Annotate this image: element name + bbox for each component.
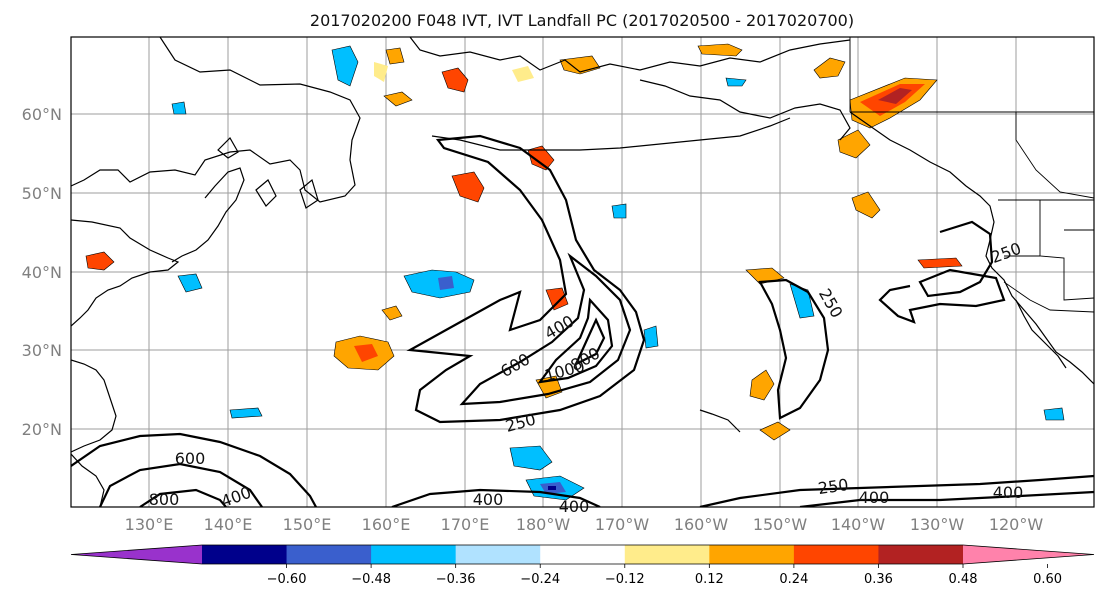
lat-label: 40°N [22,263,62,282]
lat-label: 30°N [22,341,62,360]
colorbar-tick-label: −0.60 [267,572,307,587]
map-frame [70,36,1095,508]
lat-label: 50°N [22,184,62,203]
contour-label: 400 [473,490,504,509]
map-title: 2017020200 F048 IVT, IVT Landfall PC (20… [310,11,854,30]
colorbar-segment [202,545,288,564]
contour-label: 400 [993,483,1024,502]
pc-shading [85,43,1065,501]
lon-label: 170°E [441,515,490,534]
colorbar-segment [624,545,710,564]
lon-label: 160°W [674,515,729,534]
lat-label: 20°N [22,420,62,439]
contour-label: 600 [175,449,206,468]
lon-axis: 130°E 140°E 150°E 160°E 170°E 180°W 170°… [125,515,1044,534]
colorbar-tick-label: 0.12 [695,572,724,587]
colorbar-outline [70,544,1095,565]
lon-label: 120°W [989,515,1044,534]
lon-label: 130°E [125,515,174,534]
coastlines [71,37,1094,507]
lon-label: 140°W [831,515,886,534]
contour-label: 400 [859,488,890,507]
lat-label: 60°N [22,105,62,124]
map-panel: 250 250 400 600 800 1000 250 250 600 800… [70,36,1095,516]
lon-label: 160°E [362,515,411,534]
lon-label: 150°W [753,515,808,534]
gridlines [71,37,1094,507]
lon-label: 180°W [516,515,571,534]
contour-label: 800 [149,490,180,509]
colorbar-tick-label: 0.60 [1033,572,1062,587]
colorbar-segment [540,545,626,564]
ivt-contours [71,134,1094,507]
colorbar-tick-label: 0.24 [779,572,808,587]
colorbar-extend-high [963,545,1094,564]
colorbar-segment [371,545,457,564]
colorbar-tick-label: −0.24 [520,572,560,587]
colorbar-tick-label: 0.36 [864,572,893,587]
lon-label: 170°W [595,515,650,534]
colorbar-segment [455,545,541,564]
colorbar-extend-low [71,545,202,564]
colorbar-segment [793,545,879,564]
colorbar-tick-label: −0.12 [605,572,645,587]
colorbar: −0.60 −0.48 −0.36 −0.24 −0.12 0.12 0.24 0.36 0.4… [70,544,1095,587]
colorbar-segment [709,545,795,564]
borders [849,37,1094,313]
colorbar-tick-label: −0.48 [351,572,391,587]
colorbar-tick-label: −0.36 [436,572,476,587]
colorbar-segment [878,545,964,564]
colorbar-tick-label: 0.48 [949,572,978,587]
contour-label: 250 [817,475,850,498]
lon-label: 130°W [910,515,965,534]
lon-label: 150°E [283,515,332,534]
lon-label: 140°E [204,515,253,534]
lat-axis: 60°N 50°N 40°N 30°N 20°N [22,105,62,439]
colorbar-segment [286,545,372,564]
